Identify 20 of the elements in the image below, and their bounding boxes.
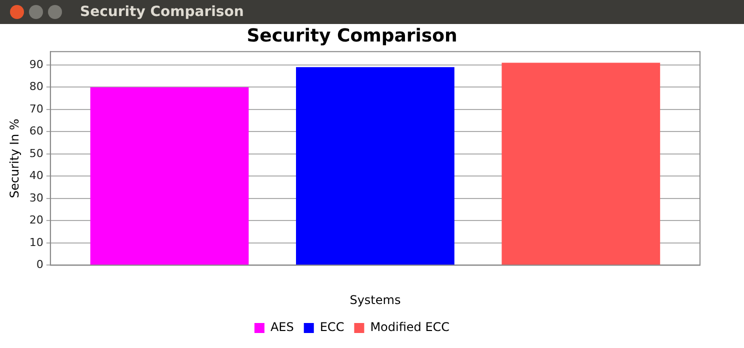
y-tick-label: 10: [29, 236, 44, 249]
y-tick-label: 30: [29, 191, 44, 204]
bar: [502, 62, 660, 265]
y-tick-label: 60: [29, 124, 44, 138]
chart-title: Security Comparison: [246, 25, 458, 46]
y-tick-label: 20: [29, 214, 44, 227]
y-axis-title: Security In %: [7, 118, 22, 198]
legend-label: AES: [270, 320, 294, 334]
y-tick-label: 70: [29, 102, 44, 116]
y-tick-label: 40: [29, 169, 44, 182]
y-tick-label: 90: [29, 58, 44, 71]
bar: [296, 67, 454, 265]
y-tick-label: 0: [36, 258, 44, 272]
x-axis-title: Systems: [350, 292, 401, 307]
legend-label: ECC: [320, 320, 344, 334]
text: Security Comparison: [80, 4, 244, 20]
y-tick-label: 80: [29, 80, 44, 94]
legend-label: Modified ECC: [370, 320, 450, 334]
y-tick-label: 50: [29, 146, 44, 160]
bar: [90, 87, 249, 265]
